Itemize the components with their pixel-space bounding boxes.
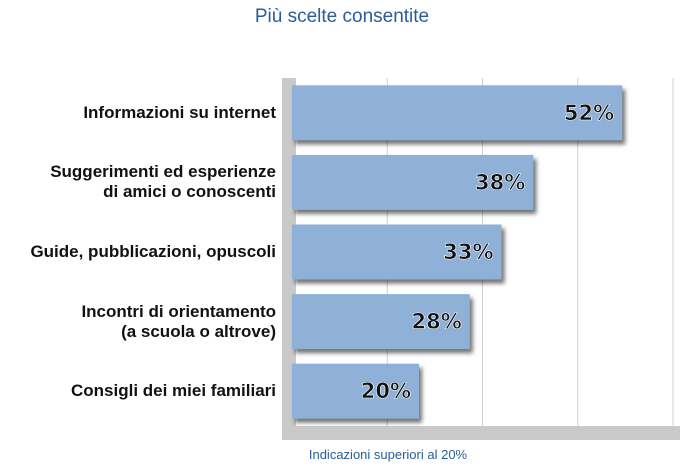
category-label: Incontri di orientamento (a scuola o alt… bbox=[81, 301, 276, 341]
footnote: Indicazioni superiori al 20% bbox=[308, 447, 468, 462]
category-label: Consigli dei miei familiari bbox=[71, 381, 276, 401]
bar bbox=[292, 85, 623, 141]
bar bbox=[292, 294, 470, 350]
category-label: Informazioni su internet bbox=[83, 102, 276, 122]
category-label: Suggerimenti ed esperienze di amici o co… bbox=[50, 162, 276, 202]
axis-strip bbox=[282, 426, 680, 440]
category-label: Guide, pubblicazioni, opuscoli bbox=[30, 242, 276, 261]
value-label: 38% bbox=[475, 170, 525, 194]
value-label: 20% bbox=[361, 379, 411, 403]
bar bbox=[292, 224, 502, 280]
chart-title: Più scelte consentite bbox=[254, 6, 430, 27]
bar bbox=[292, 154, 534, 210]
bar bbox=[292, 363, 419, 419]
value-label: 28% bbox=[412, 310, 462, 334]
value-label: 33% bbox=[443, 240, 493, 264]
value-label: 52% bbox=[564, 101, 614, 125]
